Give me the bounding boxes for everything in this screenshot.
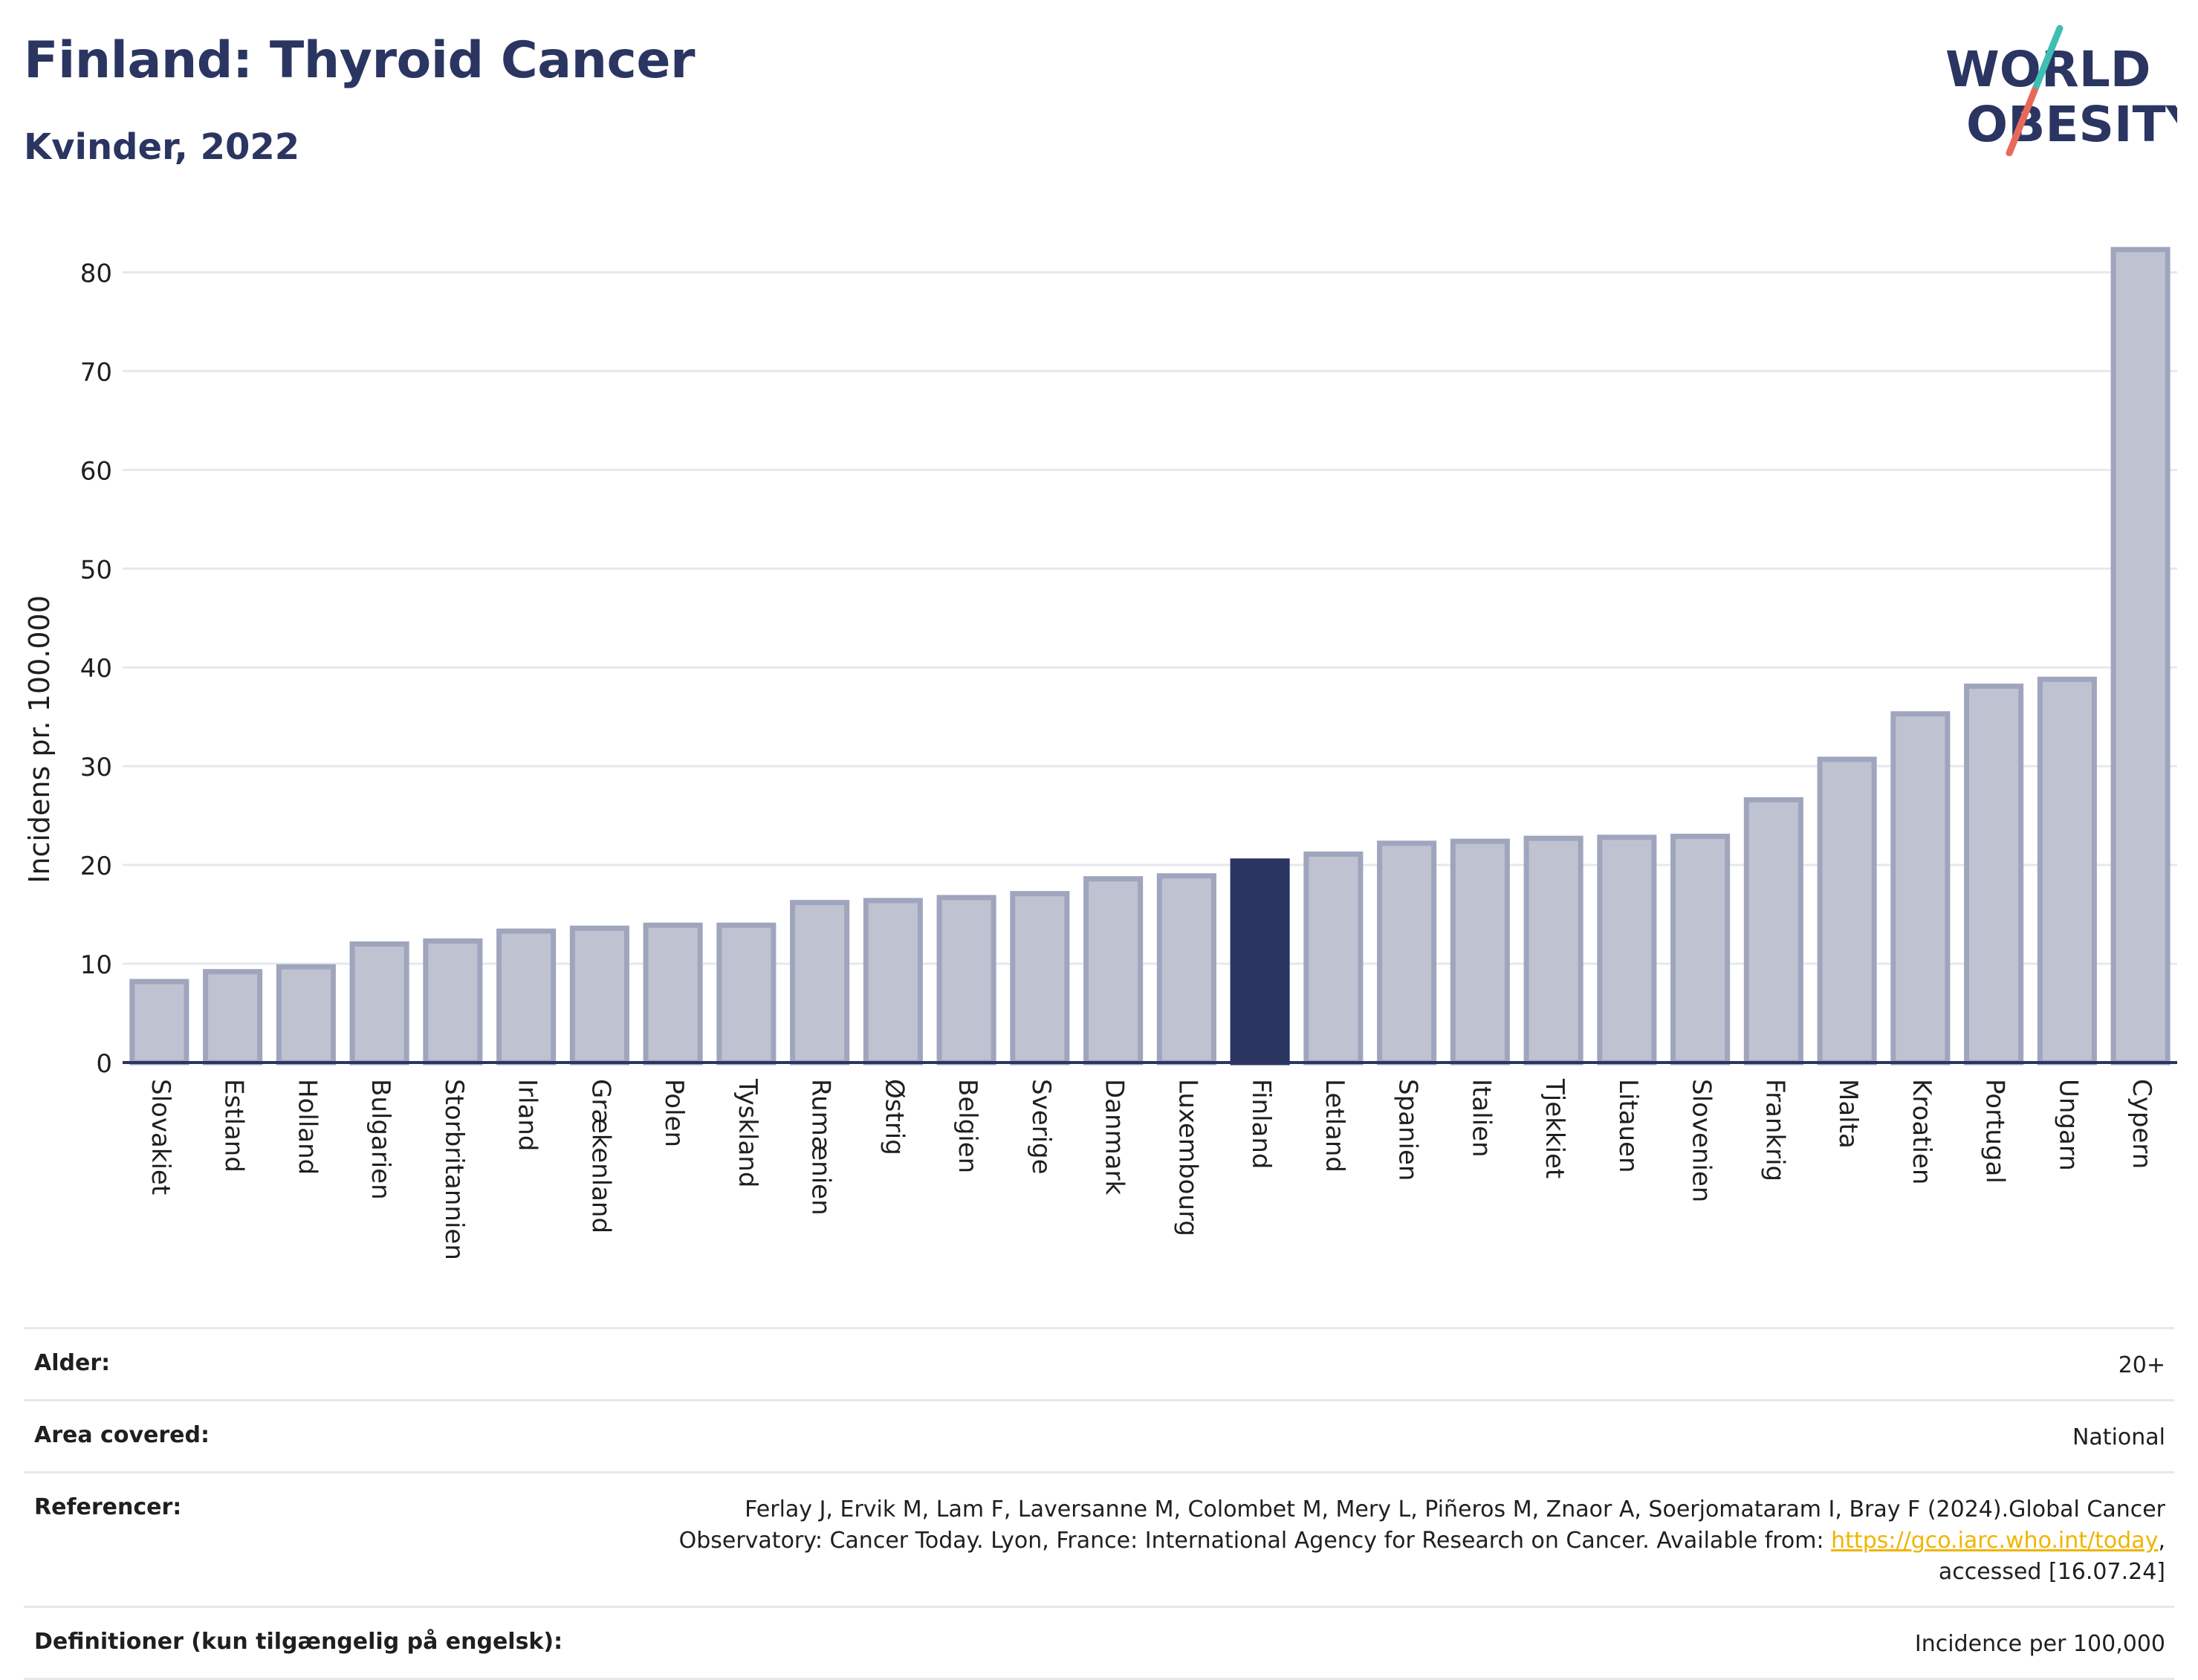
y-tick-label: 20	[80, 852, 112, 881]
x-tick-label: Estland	[219, 1079, 249, 1173]
bar-chart: 0 10 20 30 40 50 60 70 80 Slovakiet Estland Hollan…	[23, 247, 2177, 1260]
y-tick-label: 10	[80, 950, 112, 980]
bar	[276, 964, 336, 1066]
x-tick-label: Tyskland	[733, 1078, 762, 1187]
x-tick-label: Malta	[1833, 1079, 1863, 1149]
x-tick-label: Ungarn	[2053, 1079, 2083, 1171]
area-value: National	[2072, 1424, 2165, 1450]
bars	[129, 247, 2171, 1066]
bar	[1523, 835, 1583, 1066]
x-tick-label: Letland	[1320, 1079, 1349, 1173]
bar	[1817, 756, 1877, 1066]
x-tick-label: Cypern	[2127, 1079, 2156, 1169]
bar	[1303, 851, 1364, 1066]
y-tick-label: 40	[80, 654, 112, 684]
x-tick-label: Danmark	[1100, 1079, 1129, 1195]
x-tick-label: Litauen	[1613, 1079, 1643, 1173]
x-tick-label: Spanien	[1393, 1079, 1423, 1181]
bar	[1597, 834, 1657, 1066]
x-tick-label: Italien	[1466, 1079, 1496, 1158]
age-label: Alder:	[34, 1350, 111, 1376]
info-table: Alder: 20+ Area covered: National Refere…	[24, 1327, 2174, 1680]
age-value: 20+	[2118, 1352, 2165, 1378]
bar	[1964, 683, 2024, 1066]
x-tick-label: Frankrig	[1760, 1079, 1789, 1181]
bar	[1156, 873, 1216, 1066]
bar	[203, 969, 263, 1066]
x-tick-label: Holland	[292, 1079, 322, 1175]
bar	[496, 928, 557, 1066]
bar	[1670, 834, 1731, 1066]
x-tick-label: Tjekkiet	[1540, 1078, 1569, 1178]
bar-highlighted	[1230, 858, 1290, 1066]
y-axis-label: Incidens pr. 100.000	[23, 595, 56, 883]
logo-text-obesity: OBESITY	[1966, 96, 2177, 153]
x-tick-label: Belgien	[953, 1079, 982, 1173]
y-tick-label: 80	[80, 259, 112, 288]
x-tick-label: Rumænien	[806, 1079, 836, 1216]
bar	[790, 900, 850, 1066]
definitions-label: Definitioner (kun tilgængelig på engelsk…	[34, 1629, 563, 1655]
logo-slash-bottom	[2006, 87, 2038, 156]
references-text: Ferlay J, Ervik M, Lam F, Laversanne M, …	[678, 1496, 2165, 1554]
x-tick-label: Østrig	[879, 1079, 909, 1155]
bar	[349, 941, 409, 1066]
x-tick-label: Slovenien	[1687, 1079, 1716, 1202]
bar	[1743, 797, 1803, 1066]
x-axis-ticks: Slovakiet Estland Holland Bulgarien Storbrit…	[146, 1078, 2156, 1260]
x-tick-label: Grækenland	[586, 1079, 615, 1233]
bar	[936, 895, 996, 1066]
x-tick-label: Slovakiet	[146, 1079, 175, 1195]
bar	[863, 898, 923, 1066]
area-label: Area covered:	[34, 1422, 210, 1448]
chart-subtitle: Kvinder, 2022	[24, 126, 300, 168]
x-tick-label: Polen	[659, 1079, 689, 1147]
bar	[2110, 247, 2171, 1066]
bar	[1890, 711, 1951, 1066]
x-tick-label: Bulgarien	[366, 1079, 395, 1200]
bar	[569, 925, 629, 1066]
definitions-value: Incidence per 100,000	[1914, 1631, 2165, 1657]
bar	[1450, 838, 1510, 1066]
x-tick-label: Kroatien	[1907, 1079, 1936, 1184]
x-tick-label: Luxembourg	[1173, 1079, 1202, 1236]
chart-title: Finland: Thyroid Cancer	[24, 31, 696, 90]
y-tick-label: 70	[80, 357, 112, 387]
bar	[1377, 840, 1437, 1066]
y-tick-label: 0	[96, 1049, 112, 1079]
references-link[interactable]: https://gco.iarc.who.int/today	[1831, 1528, 2159, 1554]
world-obesity-logo: WORLD OBESITY	[1945, 25, 2177, 156]
logo-slash-top	[2031, 25, 2064, 94]
bar	[129, 979, 189, 1066]
bar	[1083, 876, 1144, 1066]
y-tick-label: 60	[80, 456, 112, 486]
references-value: Ferlay J, Ervik M, Lam F, Laversanne M, …	[642, 1494, 2165, 1588]
references-label: Referencer:	[34, 1494, 182, 1520]
bar	[2037, 676, 2097, 1066]
y-tick-label: 30	[80, 753, 112, 782]
info-row-area: Area covered: National	[24, 1399, 2174, 1471]
bar	[1010, 891, 1070, 1066]
x-tick-label: Sverige	[1026, 1079, 1056, 1175]
y-tick-label: 50	[80, 555, 112, 585]
info-row-age: Alder: 20+	[24, 1327, 2174, 1399]
info-row-definitions: Definitioner (kun tilgængelig på engelsk…	[24, 1606, 2174, 1680]
x-tick-label: Storbritannien	[439, 1079, 469, 1260]
bar	[423, 938, 483, 1066]
bar	[643, 922, 703, 1066]
bar	[716, 922, 777, 1066]
info-row-references: Referencer: Ferlay J, Ervik M, Lam F, La…	[24, 1471, 2174, 1606]
y-axis-ticks: 0 10 20 30 40 50 60 70 80	[80, 259, 112, 1079]
references-accessed: , accessed [16.07.24]	[1938, 1528, 2165, 1585]
x-tick-label: Portugal	[1980, 1079, 2010, 1184]
x-tick-label: Finland	[1246, 1079, 1276, 1170]
x-tick-label: Irland	[513, 1079, 542, 1151]
